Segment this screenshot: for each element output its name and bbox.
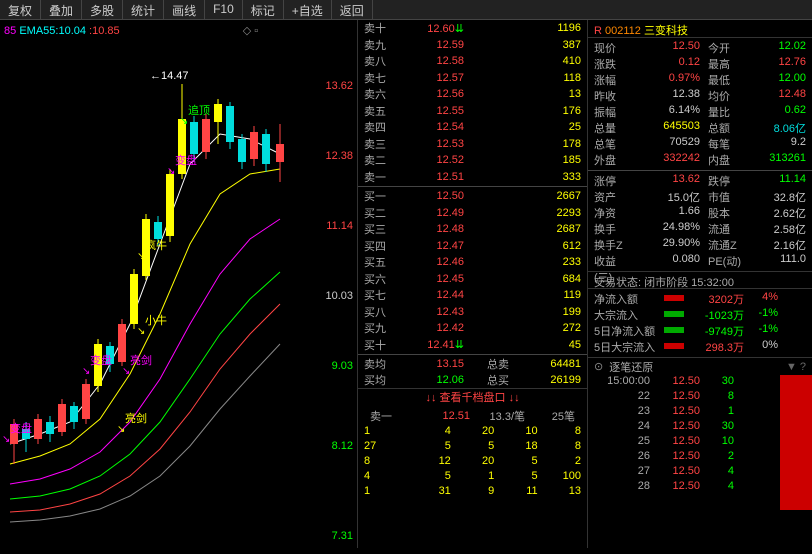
info-row: 涨停13.62跌停11.14: [588, 173, 812, 189]
avg-row: 买均12.06总买26199: [358, 372, 587, 388]
orderbook-row[interactable]: 买十12.41⇊45: [358, 337, 587, 354]
info-row: 现价12.50今开12.02: [588, 40, 812, 56]
orderbook-row[interactable]: 买四12.47612: [358, 238, 587, 255]
flow-row: 5日净流入额-9749万-1%: [588, 323, 812, 339]
svg-text:↘: ↘: [117, 424, 125, 435]
info-row: 总笔70529每笔9.2: [588, 136, 812, 152]
orderbook-row[interactable]: 买三12.482687: [358, 221, 587, 238]
svg-text:↘: ↘: [2, 434, 10, 445]
svg-text:↘: ↘: [82, 366, 90, 377]
avg-row: 卖均13.15总卖64481: [358, 356, 587, 372]
svg-text:追顶: 追顶: [188, 103, 210, 117]
info-row: 振幅6.14%量比0.62: [588, 104, 812, 120]
tab-多股[interactable]: 多股: [82, 0, 123, 19]
orderbook-row[interactable]: 买二12.492293: [358, 205, 587, 222]
tick-row: 2712.504: [594, 465, 806, 480]
info-row: 收益(三)0.080PE(动)111.0: [588, 253, 812, 269]
orderbook-column: 卖十12.60⇊1196卖九12.59387卖八12.58410卖七12.571…: [358, 20, 588, 548]
tick-row: 2612.502: [594, 450, 806, 465]
depth-header: 卖一 12.51 13.3/笔 25笔: [364, 408, 581, 425]
info-row: 净资1.66股本2.62亿: [588, 205, 812, 221]
top-tabs: 复权叠加多股统计画线F10标记+自选返回: [0, 0, 812, 20]
info-row: 换手24.98%流通2.58亿: [588, 221, 812, 237]
tab-统计[interactable]: 统计: [123, 0, 164, 19]
info-row: 涨跌0.12最高12.76: [588, 56, 812, 72]
svg-text:↘: ↘: [137, 326, 145, 337]
y-tick: 8.12: [313, 440, 353, 452]
chart-area: 85 EMA55:10.04 :10.85 ◇ ▫ ←14.47追顶↘变盘↘疯牛…: [0, 20, 358, 548]
y-tick: 13.62: [313, 80, 353, 92]
svg-text:↘: ↘: [137, 251, 145, 262]
tab-+自选[interactable]: +自选: [284, 0, 332, 19]
svg-text:亮剑: 亮剑: [130, 353, 152, 367]
tick-row: 2212.508: [594, 390, 806, 405]
svg-text:←14.47: ←14.47: [150, 70, 189, 82]
orderbook-row[interactable]: 买一12.502667: [358, 188, 587, 205]
orderbook-row[interactable]: 卖五12.55176: [358, 103, 587, 120]
orderbook-row[interactable]: 卖六12.5613: [358, 86, 587, 103]
info-row: 资产15.0亿市值32.8亿: [588, 189, 812, 205]
orderbook-row[interactable]: 卖四12.5425: [358, 119, 587, 136]
trade-status: 交易状态: 闭市阶段 15:32:00: [588, 271, 812, 289]
svg-text:变盘: 变盘: [175, 153, 197, 167]
expand-icon: ⊙: [594, 360, 603, 373]
y-tick: 12.38: [313, 150, 353, 162]
orderbook-row[interactable]: 卖七12.57118: [358, 70, 587, 87]
orderbook-row[interactable]: 卖三12.53178: [358, 136, 587, 153]
y-tick: 11.14: [313, 220, 353, 232]
depth-row: 2755188: [364, 440, 581, 455]
tick-row: 2412.5030: [594, 420, 806, 435]
depth-row: 1420108: [364, 425, 581, 440]
flow-row: 大宗流入-1023万-1%: [588, 307, 812, 323]
info-row: 涨幅0.97%最低12.00: [588, 72, 812, 88]
flow-row: 5日大宗流入298.3万0%: [588, 339, 812, 355]
tab-F10[interactable]: F10: [205, 0, 243, 19]
info-row: 外盘332242内盘313261: [588, 152, 812, 168]
svg-text:↘: ↘: [167, 166, 175, 177]
orderbook-row[interactable]: 买九12.42272: [358, 320, 587, 337]
info-row: 总量645503总额8.06亿: [588, 120, 812, 136]
tab-画线[interactable]: 画线: [164, 0, 205, 19]
depth-row: 13191113: [364, 485, 581, 500]
orderbook-row[interactable]: 买七12.44119: [358, 287, 587, 304]
svg-text:亮剑: 亮剑: [125, 411, 147, 425]
depth-link[interactable]: ↓↓ 查看千档盘口 ↓↓: [358, 388, 587, 406]
orderbook-row[interactable]: 卖十12.60⇊1196: [358, 20, 587, 37]
y-tick: 7.31: [313, 530, 353, 542]
ema-indicator: 85 EMA55:10.04 :10.85 ◇ ▫: [4, 24, 258, 37]
info-column: R 002112 三变科技 现价12.50今开12.02涨跌0.12最高12.7…: [588, 20, 812, 548]
tick-row: 2512.5010: [594, 435, 806, 450]
svg-text:小牛: 小牛: [145, 313, 167, 327]
orderbook-row[interactable]: 买五12.46233: [358, 254, 587, 271]
tick-row: 15:00:0012.5030: [594, 375, 806, 390]
tab-返回[interactable]: 返回: [332, 0, 373, 19]
orderbook-row[interactable]: 卖一12.51333: [358, 169, 587, 186]
info-row: 昨收12.38均价12.48: [588, 88, 812, 104]
svg-text:↘: ↘: [122, 366, 130, 377]
svg-text:变盘: 变盘: [10, 421, 32, 435]
depth-row: 4515100: [364, 470, 581, 485]
tick-row: 2312.501: [594, 405, 806, 420]
svg-text:变盘: 变盘: [90, 353, 112, 367]
tick-header[interactable]: ⊙ 逐笔还原 ▼ ?: [588, 357, 812, 375]
svg-text:↘: ↘: [180, 116, 188, 127]
tab-复权[interactable]: 复权: [0, 0, 41, 19]
orderbook-row[interactable]: 买六12.45684: [358, 271, 587, 288]
y-tick: 10.03: [313, 290, 353, 302]
orderbook-row[interactable]: 卖八12.58410: [358, 53, 587, 70]
tab-叠加[interactable]: 叠加: [41, 0, 82, 19]
tick-row: 2812.504: [594, 480, 806, 495]
depth-row: 8122052: [364, 455, 581, 470]
y-tick: 9.03: [313, 360, 353, 372]
tab-标记[interactable]: 标记: [243, 0, 284, 19]
orderbook-row[interactable]: 卖二12.52185: [358, 152, 587, 169]
volume-bar: [780, 375, 812, 510]
svg-text:疯牛: 疯牛: [145, 238, 167, 252]
flow-row: 净流入额3202万4%: [588, 291, 812, 307]
stock-title: R 002112 三变科技: [588, 20, 812, 38]
orderbook-row[interactable]: 买八12.43199: [358, 304, 587, 321]
orderbook-row[interactable]: 卖九12.59387: [358, 37, 587, 54]
info-row: 换手Z29.90%流通Z2.16亿: [588, 237, 812, 253]
